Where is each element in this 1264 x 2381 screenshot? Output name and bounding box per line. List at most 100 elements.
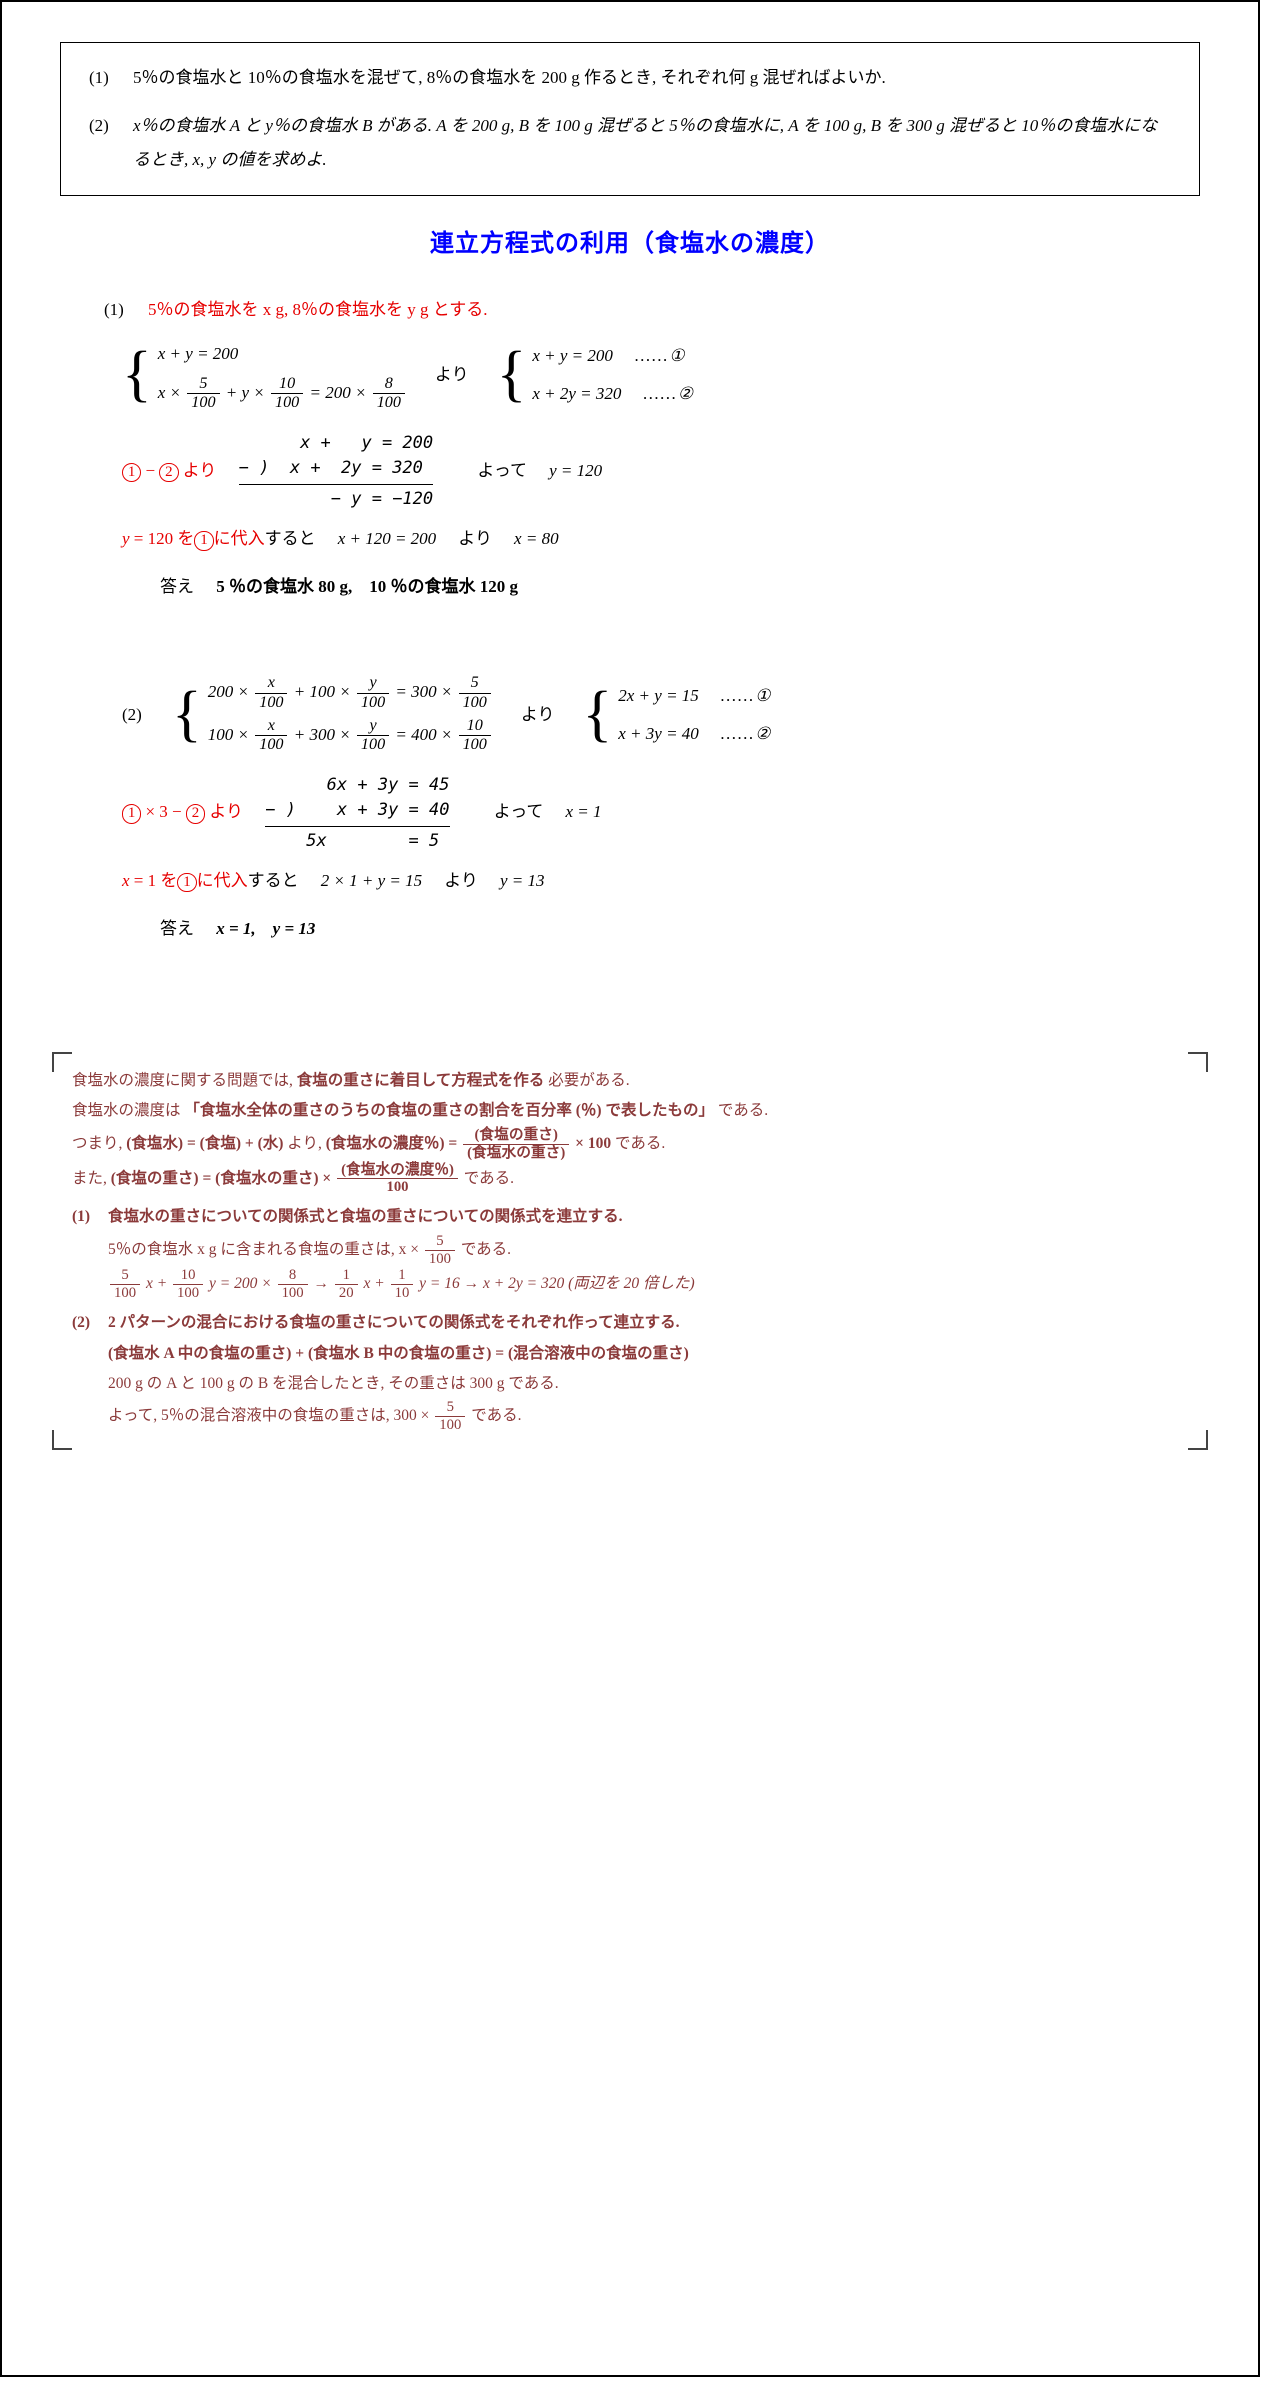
notes-line-4: また, (食塩の重さ) = (食塩水の重さ) × (食塩水の濃度％) 100 で… bbox=[72, 1162, 1190, 1197]
arrow-icon: → bbox=[464, 1275, 483, 1292]
solution-1-let: 5％の食塩水を x g, 8％の食塩水を y g とする. bbox=[148, 293, 488, 327]
solution-1-number: (1) bbox=[104, 293, 148, 327]
r: 5x = 5 bbox=[265, 829, 449, 855]
f: 100 bbox=[271, 394, 303, 413]
t: x + y = 200 bbox=[532, 346, 613, 365]
corner-icon bbox=[52, 1430, 72, 1450]
sol2-calc: 6x + 3y = 45 − ) x + 3y = 40 5x = 5 bbox=[265, 773, 449, 855]
solution-2-system: (2) { 200 × x100 + 100 × y100 = 300 × 51… bbox=[122, 674, 1200, 754]
sol1-elim-label: 1 − 2 より bbox=[122, 461, 221, 480]
sol1-conc: よって y = 120 bbox=[477, 461, 602, 480]
f: 5 bbox=[425, 1233, 455, 1251]
t: より bbox=[444, 871, 478, 890]
t: ……① bbox=[721, 686, 772, 705]
f: 100 bbox=[425, 1251, 455, 1268]
f: 100 bbox=[459, 694, 491, 713]
t: x + 2y = 320 (両辺を 20 倍した) bbox=[483, 1275, 695, 1292]
t: よって bbox=[494, 802, 544, 821]
f: y bbox=[357, 674, 389, 694]
t: また, bbox=[72, 1170, 107, 1187]
t: x + 2y = 320 bbox=[532, 384, 621, 403]
n: (2) bbox=[72, 1308, 108, 1434]
solution-2: (2) { 200 × x100 + 100 × y100 = 300 × 51… bbox=[104, 674, 1200, 946]
f: 100 bbox=[255, 736, 287, 755]
f: 1 bbox=[391, 1267, 414, 1285]
t: より, bbox=[287, 1135, 322, 1152]
notes-box: 食塩水の濃度に関する問題では, 食塩の重さに着目して方程式を作る 必要がある. … bbox=[52, 1052, 1208, 1450]
t: y = 13 bbox=[500, 871, 545, 890]
answer-label: 答え bbox=[160, 577, 194, 596]
f: 20 bbox=[335, 1285, 358, 1302]
t: よって, 5％の混合溶液中の食塩の重さは, 300 × bbox=[108, 1407, 429, 1424]
notes-line-1: 食塩水の濃度に関する問題では, 食塩の重さに着目して方程式を作る 必要がある. bbox=[72, 1066, 1190, 1096]
brace-left-icon: { bbox=[122, 347, 152, 403]
f: 8 bbox=[373, 375, 405, 395]
solution-2-number: (2) bbox=[122, 698, 166, 732]
t: 2 × 1 + y = 15 bbox=[321, 871, 422, 890]
problem-2-number: (2) bbox=[89, 109, 133, 177]
problem-2-body: x％の食塩水 A と y％の食塩水 B がある. A を 200 g, B を … bbox=[133, 116, 1157, 169]
t: つまり, bbox=[72, 1135, 122, 1152]
f: x bbox=[255, 674, 287, 694]
t: 「食塩水全体の重さのうちの食塩の重さの割合を百分率 (％) で表したもの」 bbox=[184, 1102, 714, 1119]
sol1-sysL2-c: = 200 × bbox=[309, 383, 366, 402]
f: 8 bbox=[278, 1267, 308, 1285]
sol2-sysL2: 100 × x100 + 300 × y100 = 400 × 10100 bbox=[208, 717, 493, 755]
corner-icon bbox=[1188, 1052, 1208, 1072]
sol2-sub-label: x = 1 を1に代入 bbox=[122, 871, 248, 890]
r: − ) x + 2y = 320 bbox=[239, 456, 433, 482]
sol1-sysR1: x + y = 200 ……① bbox=[532, 339, 695, 373]
t: 必要がある. bbox=[548, 1072, 629, 1089]
f: (食塩の重さ) bbox=[463, 1127, 569, 1145]
t: ……① bbox=[635, 346, 686, 365]
sol1-sysL2-a: x × bbox=[158, 383, 181, 402]
t: 食塩水の濃度に関する問題では, bbox=[72, 1072, 293, 1089]
t: + 300 × bbox=[294, 725, 351, 744]
f: 5 bbox=[110, 1267, 140, 1285]
notes-line-3: つまり, (食塩水) = (食塩) + (水) より, (食塩水の濃度％) = … bbox=[72, 1127, 1190, 1162]
sol2-yori: より bbox=[521, 698, 555, 732]
problem-item-2: (2) x％の食塩水 A と y％の食塩水 B がある. A を 200 g, … bbox=[89, 109, 1171, 177]
sol2-sysL1: 200 × x100 + 100 × y100 = 300 × 5100 bbox=[208, 674, 493, 712]
t: である. bbox=[461, 1241, 511, 1258]
f: 100 bbox=[459, 736, 491, 755]
solution-1-system: { x + y = 200 x × 5100 + y × 10100 = 200… bbox=[122, 337, 1200, 413]
f: 100 bbox=[110, 1285, 140, 1302]
f: 5 bbox=[459, 674, 491, 694]
answer-text: 5 ％の食塩水 80 g, 10 ％の食塩水 120 g bbox=[216, 577, 518, 596]
sol1-sysL2: x × 5100 + y × 10100 = 200 × 8100 bbox=[158, 375, 407, 413]
t: = 300 × bbox=[395, 682, 452, 701]
t: x + 120 = 200 bbox=[338, 529, 437, 548]
t: である. bbox=[718, 1102, 768, 1119]
t: 200 g の A と 100 g の B を混合したとき, その重さは 300… bbox=[108, 1375, 559, 1392]
f: 100 bbox=[255, 694, 287, 713]
solution-1-let-text: 5％の食塩水を x g, 8％の食塩水を y g とする. bbox=[148, 300, 488, 319]
t: すると bbox=[248, 871, 299, 890]
t: × 100 bbox=[575, 1135, 611, 1152]
t: x + 3y = 40 bbox=[618, 724, 699, 743]
t: x + bbox=[363, 1275, 384, 1292]
sol2-sysR1: 2x + y = 15 ……① bbox=[618, 679, 772, 713]
f: 100 bbox=[278, 1285, 308, 1302]
f: 100 bbox=[373, 394, 405, 413]
answer-text: x = 1, y = 13 bbox=[216, 919, 315, 938]
sol2-elim: 1 × 3 − 2 より 6x + 3y = 45 − ) x + 3y = 4… bbox=[122, 773, 1200, 855]
t: x = 1 bbox=[565, 802, 601, 821]
f: 10 bbox=[391, 1285, 414, 1302]
t: x = 80 bbox=[514, 529, 559, 548]
sol2-answer: 答え x = 1, y = 13 bbox=[160, 912, 1200, 946]
t: より bbox=[183, 461, 217, 480]
r: − ) x + 3y = 40 bbox=[265, 798, 449, 824]
f: 100 bbox=[357, 736, 389, 755]
section-title: 連立方程式の利用（食塩水の濃度） bbox=[52, 224, 1208, 265]
notes-item-2: (2) 2 パターンの混合における食塩の重さについての関係式をそれぞれ作って連立… bbox=[72, 1308, 1190, 1434]
sol1-answer: 答え 5 ％の食塩水 80 g, 10 ％の食塩水 120 g bbox=[160, 570, 1200, 604]
f: 100 bbox=[435, 1417, 465, 1434]
notes-item-1: (1) 食塩水の重さについての関係式と食塩の重さについての関係式を連立する. 5… bbox=[72, 1202, 1190, 1302]
f: (食塩水の濃度％) bbox=[337, 1162, 458, 1180]
t: = 400 × bbox=[395, 725, 452, 744]
f: 5 bbox=[187, 375, 219, 395]
t: y = 200 × bbox=[209, 1275, 272, 1292]
t: 食塩水の重さについての関係式と食塩の重さについての関係式を連立する. bbox=[108, 1208, 622, 1225]
problem-box: (1) 5％の食塩水と 10％の食塩水を混ぜて, 8％の食塩水を 200 g 作… bbox=[60, 42, 1200, 196]
